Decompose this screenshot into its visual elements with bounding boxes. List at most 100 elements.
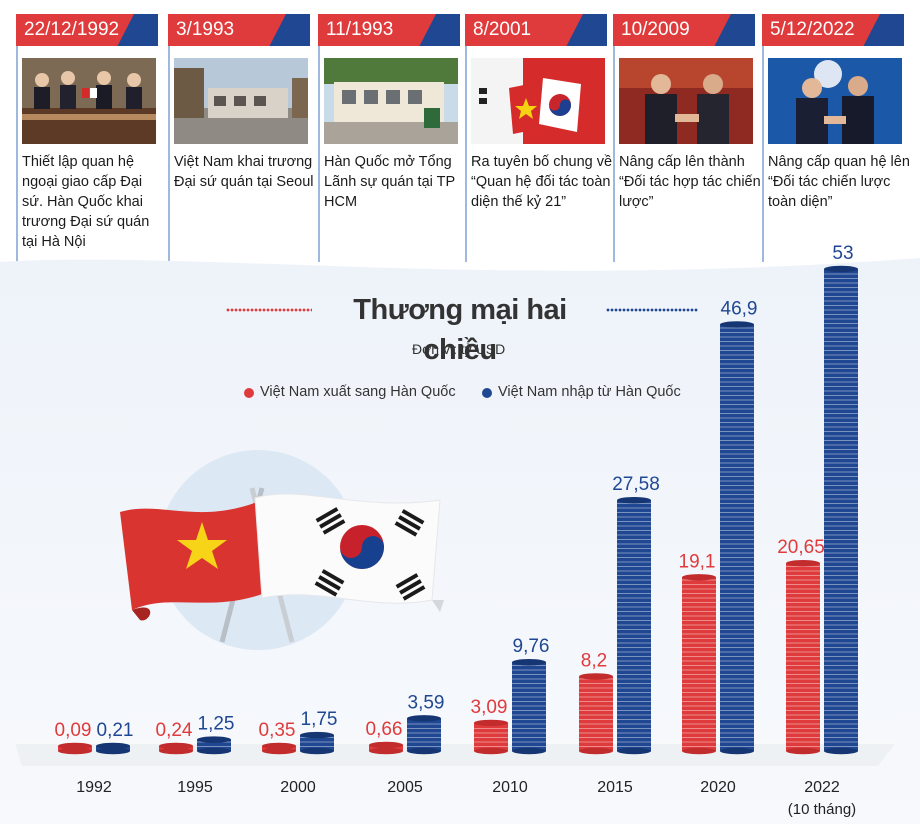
export-bar-2020: 19,1 [679, 551, 716, 755]
bar-cap [720, 321, 754, 328]
event-date: 22/12/1992 [24, 19, 120, 40]
bar-cap [159, 742, 193, 750]
bar-cap [262, 742, 296, 750]
timeline-event: 8/2001 Ra tuyên bố chung về “Quan hệ đối … [465, 14, 613, 262]
timeline: 22/12/1992 Thiết lập quan hệ ngoại giao c… [0, 0, 920, 262]
data-label: 0,21 [97, 720, 134, 741]
bar-body [512, 662, 546, 751]
event-date: 10/2009 [621, 19, 690, 40]
legend-dot-import [482, 388, 492, 398]
korea-flag [254, 493, 444, 612]
x-tick-label: 2022 [804, 779, 840, 796]
bar-base [197, 747, 231, 755]
date-tab-red [168, 14, 286, 46]
event-date: 5/12/2022 [770, 19, 855, 40]
import-bar-2020: 46,9 [720, 298, 758, 755]
bar-base [96, 747, 130, 755]
x-tick-label: 2000 [280, 779, 316, 796]
bar-body [197, 739, 231, 751]
event-date-tab: 3/1993 [168, 14, 310, 46]
event-date-tab: 5/12/2022 [762, 14, 904, 46]
timeline-event: 10/2009 Nâng cấp lên thành “Đối tác hợp t… [613, 14, 761, 262]
title-decoration-right [606, 307, 698, 313]
bar-body [682, 577, 716, 751]
timeline-event: 3/1993 Việt Nam khai trương Đại sứ quán t… [168, 14, 316, 262]
bar-base [512, 747, 546, 755]
timeline-event: 22/12/1992 Thiết lập quan hệ ngoại giao c… [16, 14, 164, 262]
bar-base [786, 747, 820, 755]
data-label: 46,9 [721, 298, 758, 319]
x-tick-label: 1992 [76, 779, 112, 796]
event-date: 8/2001 [473, 19, 532, 40]
event-divider [318, 46, 320, 262]
export-bar-1995: 0,24 [156, 720, 193, 755]
event-divider [762, 46, 764, 262]
title-decoration-left [226, 307, 312, 313]
bar-base [617, 747, 651, 755]
export-bar-2015: 8,2 [579, 650, 613, 755]
export-bar-2022: 20,65 [777, 537, 825, 755]
bar-body [617, 500, 651, 751]
vietnam-flag-star [177, 522, 227, 569]
bar-cap [579, 673, 613, 680]
data-label: 20,65 [777, 537, 825, 558]
bar-cap [369, 741, 403, 749]
bar-cap [58, 742, 92, 750]
event-date: 3/1993 [176, 19, 235, 40]
bar-cap [512, 659, 546, 666]
x-tick-label: 2020 [700, 779, 736, 796]
data-label: 19,1 [679, 551, 716, 572]
bar-cap [682, 574, 716, 581]
import-bar-2005: 3,59 [407, 692, 445, 755]
bar-base [369, 747, 403, 755]
bar-base [262, 747, 296, 755]
import-bar-2015: 27,58 [612, 474, 660, 755]
chart-unit: Đơn vị: tỷ USD [412, 341, 506, 357]
event-date-tab: 11/1993 [318, 14, 460, 46]
data-label: 1,75 [301, 709, 338, 730]
import-bar-2022: 53 [824, 243, 858, 755]
export-bar-2005: 0,66 [366, 719, 403, 755]
event-divider [465, 46, 467, 262]
event-date-tab: 8/2001 [465, 14, 607, 46]
import-bar-2000: 1,75 [300, 709, 338, 755]
x-tick-label: 2005 [387, 779, 423, 796]
bar-body [300, 735, 334, 751]
data-label: 0,35 [259, 720, 296, 741]
chart-title-row: Thương mại hai chiều [0, 290, 920, 366]
embassy-building-photo [174, 58, 308, 144]
data-label: 27,58 [612, 474, 660, 495]
import-bar-1992: 0,21 [96, 720, 134, 755]
timeline-event: 5/12/2022 Nâng cấp quan hệ lên “Đối tác c… [762, 14, 910, 262]
bar-base [159, 747, 193, 755]
import-bar-1995: 1,25 [197, 714, 234, 755]
consulate-building-photo [324, 58, 458, 144]
bar-base [824, 747, 858, 755]
bar-cap [786, 560, 820, 567]
bar-cap [300, 731, 334, 739]
event-description: Ra tuyên bố chung về “Quan hệ đối tác to… [471, 154, 613, 210]
event-description: Việt Nam khai trương Đại sứ quán tại Seo… [174, 154, 314, 190]
bar-base [682, 747, 716, 755]
event-date-tab: 22/12/1992 [16, 14, 158, 46]
date-tab-red [762, 14, 880, 46]
event-description: Nâng cấp quan hệ lên “Đối tác chiến lược… [768, 154, 910, 210]
event-divider [613, 46, 615, 262]
legend-label-export: Việt Nam xuất sang Hàn Quốc [260, 384, 456, 400]
legend-item-export: Việt Nam xuất sang Hàn Quốc [244, 382, 474, 404]
leaders-handshake-photo [619, 58, 753, 144]
data-label: 3,59 [408, 692, 445, 713]
legend-label-import: Việt Nam nhập từ Hàn Quốc [498, 384, 681, 400]
ground-platform [14, 740, 898, 766]
date-tab-red [465, 14, 583, 46]
x-tick-note: (10 tháng) [788, 801, 856, 818]
bar-body [579, 676, 613, 751]
data-label: 3,09 [471, 697, 508, 718]
event-date-tab: 10/2009 [613, 14, 755, 46]
x-tick-label: 1995 [177, 779, 213, 796]
event-date: 11/1993 [326, 19, 394, 40]
date-tab-red [318, 14, 436, 46]
bar-body [824, 269, 858, 751]
data-label: 0,09 [55, 720, 92, 741]
